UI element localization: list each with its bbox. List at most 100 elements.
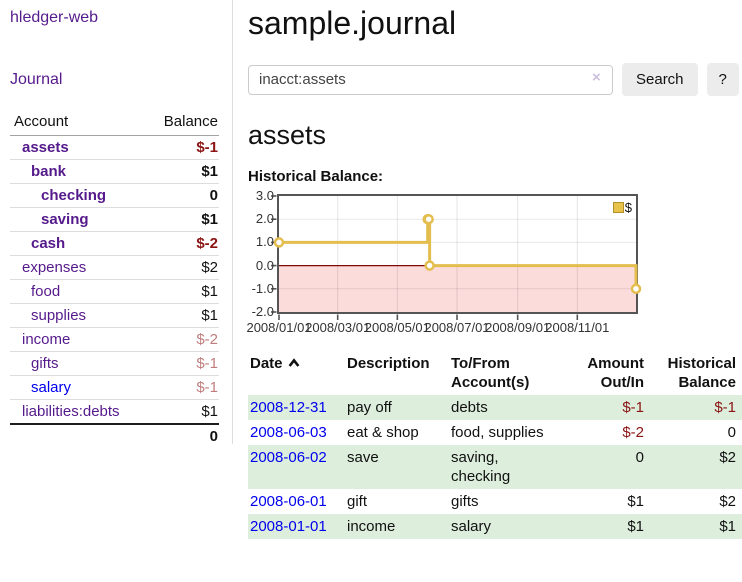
- account-row: salary $-1: [10, 375, 219, 400]
- help-button[interactable]: ?: [706, 63, 739, 96]
- register-header-description: Description: [347, 355, 430, 372]
- x-tick-label: 2008/11/01: [545, 320, 610, 335]
- account-row: supplies $1: [10, 303, 219, 328]
- page-title: sample.journal: [248, 5, 457, 41]
- accounts-header-balance: Balance: [145, 110, 219, 136]
- account-row: income $-2: [10, 327, 219, 352]
- account-link-expenses[interactable]: expenses: [22, 259, 87, 276]
- account-balance: $1: [145, 303, 219, 328]
- account-balance: $1: [145, 279, 219, 304]
- account-row: cash $-2: [10, 231, 219, 256]
- header-line: Account(s): [451, 374, 530, 391]
- register-date-link[interactable]: 2008-06-01: [250, 493, 327, 510]
- account-row: assets $-1: [10, 136, 219, 160]
- register-balance: $2: [654, 445, 742, 489]
- account-link-assets[interactable]: assets: [22, 139, 69, 156]
- search-input[interactable]: [248, 64, 613, 95]
- account-link-cash[interactable]: cash: [31, 235, 66, 252]
- register-date-link[interactable]: 2008-01-01: [250, 518, 327, 535]
- register-description: income: [345, 514, 449, 539]
- chart-canvas: [271, 195, 642, 320]
- clear-search-icon[interactable]: ×: [592, 69, 601, 86]
- account-link-food[interactable]: food: [31, 283, 61, 300]
- main-content: sample.journal × Search ? assets Histori…: [246, 0, 742, 539]
- register-header-row: Date Description To/From Account(s) Amou…: [248, 352, 742, 395]
- account-row: expenses $2: [10, 255, 219, 280]
- header-line: Historical: [667, 355, 736, 372]
- search-form: × Search ?: [248, 63, 742, 96]
- register-amount: $1: [627, 493, 644, 510]
- y-tick-label: 2.0: [255, 211, 274, 227]
- account-link-liabilities-debts[interactable]: liabilities:debts: [22, 403, 120, 420]
- account-row: bank $1: [10, 159, 219, 184]
- account-link-salary[interactable]: salary: [31, 379, 72, 396]
- chart-title: Historical Balance:: [248, 168, 384, 185]
- register-date-link[interactable]: 2008-12-31: [250, 399, 327, 416]
- x-tick-label: 2008/05/01: [364, 320, 430, 335]
- brand-link[interactable]: hledger-web: [10, 9, 99, 26]
- register-row: 2008-06-02 save saving, checking 0 $2: [248, 445, 742, 489]
- register-accounts: debts: [449, 395, 579, 420]
- register-row: 2008-12-31 pay off debts $-1 $-1: [248, 395, 742, 420]
- header-line: Balance: [678, 374, 736, 391]
- y-tick-label: -1.0: [251, 280, 274, 296]
- account-link-supplies[interactable]: supplies: [31, 307, 87, 324]
- y-tick-label: -2.0: [251, 304, 274, 319]
- account-balance: $-1: [196, 139, 218, 156]
- account-balance: $1: [145, 207, 219, 232]
- account-link-bank[interactable]: bank: [31, 163, 67, 180]
- legend-label: $: [624, 200, 632, 215]
- register-balance: $2: [719, 493, 736, 510]
- account-row: liabilities:debts $1: [10, 399, 219, 424]
- register-table: Date Description To/From Account(s) Amou…: [248, 352, 742, 539]
- accounts-total: 0: [145, 423, 219, 448]
- register-accounts: gifts: [451, 493, 479, 510]
- register-amount: $-1: [579, 395, 654, 420]
- x-tick-label: 2008/03/01: [305, 320, 371, 335]
- accounts-header-account: Account: [10, 110, 146, 136]
- accounts-total-row: 0: [10, 423, 219, 448]
- register-date-link[interactable]: 2008-06-03: [250, 424, 327, 441]
- account-balance: 0: [145, 183, 219, 208]
- register-header-date-label: Date: [250, 355, 283, 372]
- chart-legend: $: [612, 200, 632, 215]
- register-accounts: food, supplies: [451, 424, 544, 441]
- header-line: To/From: [451, 355, 510, 372]
- x-tick-label: 2008/09/01: [485, 320, 551, 335]
- register-header-balance: Historical Balance: [654, 352, 742, 395]
- account-balance: $-2: [145, 327, 219, 352]
- register-row: 2008-06-01 gift gifts $1 $2: [248, 489, 742, 514]
- register-amount: 0: [579, 445, 654, 489]
- register-date-link[interactable]: 2008-06-02: [250, 449, 327, 466]
- account-balance: $-2: [145, 231, 219, 256]
- x-tick-label: 2008/01/01: [246, 320, 312, 335]
- account-link-gifts[interactable]: gifts: [31, 355, 59, 372]
- chart-plot: $: [271, 194, 642, 320]
- account-row: checking 0: [10, 183, 219, 208]
- register-header-date[interactable]: Date: [248, 352, 345, 395]
- register-amount: $1: [579, 514, 654, 539]
- register-description: eat & shop: [347, 424, 419, 441]
- accounts-table: Account Balance assets $-1 bank $1 check…: [10, 110, 219, 448]
- register-balance: $1: [654, 514, 742, 539]
- register-balance: $-1: [654, 395, 742, 420]
- search-button[interactable]: Search: [622, 63, 698, 96]
- account-link-checking[interactable]: checking: [41, 187, 107, 204]
- legend-swatch: [612, 202, 624, 213]
- account-balance: $1: [145, 399, 219, 424]
- y-tick-label: 1.0: [255, 234, 274, 250]
- register-description: pay off: [345, 395, 449, 420]
- account-link-saving[interactable]: saving: [41, 211, 89, 228]
- register-balance: 0: [727, 424, 736, 441]
- register-row: 2008-01-01 income salary $1 $1: [248, 514, 742, 539]
- account-row: food $1: [10, 279, 219, 304]
- sidebar-item-journal[interactable]: Journal: [10, 71, 63, 88]
- sort-ascending-icon: [288, 354, 300, 373]
- account-balance: $-1: [145, 375, 219, 400]
- x-tick-label: 2008/07/01: [424, 320, 490, 335]
- header-line: Out/In: [600, 374, 644, 391]
- account-row: saving $1: [10, 207, 219, 232]
- sidebar: hledger-web Journal Account Balance asse…: [0, 0, 233, 448]
- account-link-income[interactable]: income: [22, 331, 71, 348]
- register-amount: $-2: [622, 424, 644, 441]
